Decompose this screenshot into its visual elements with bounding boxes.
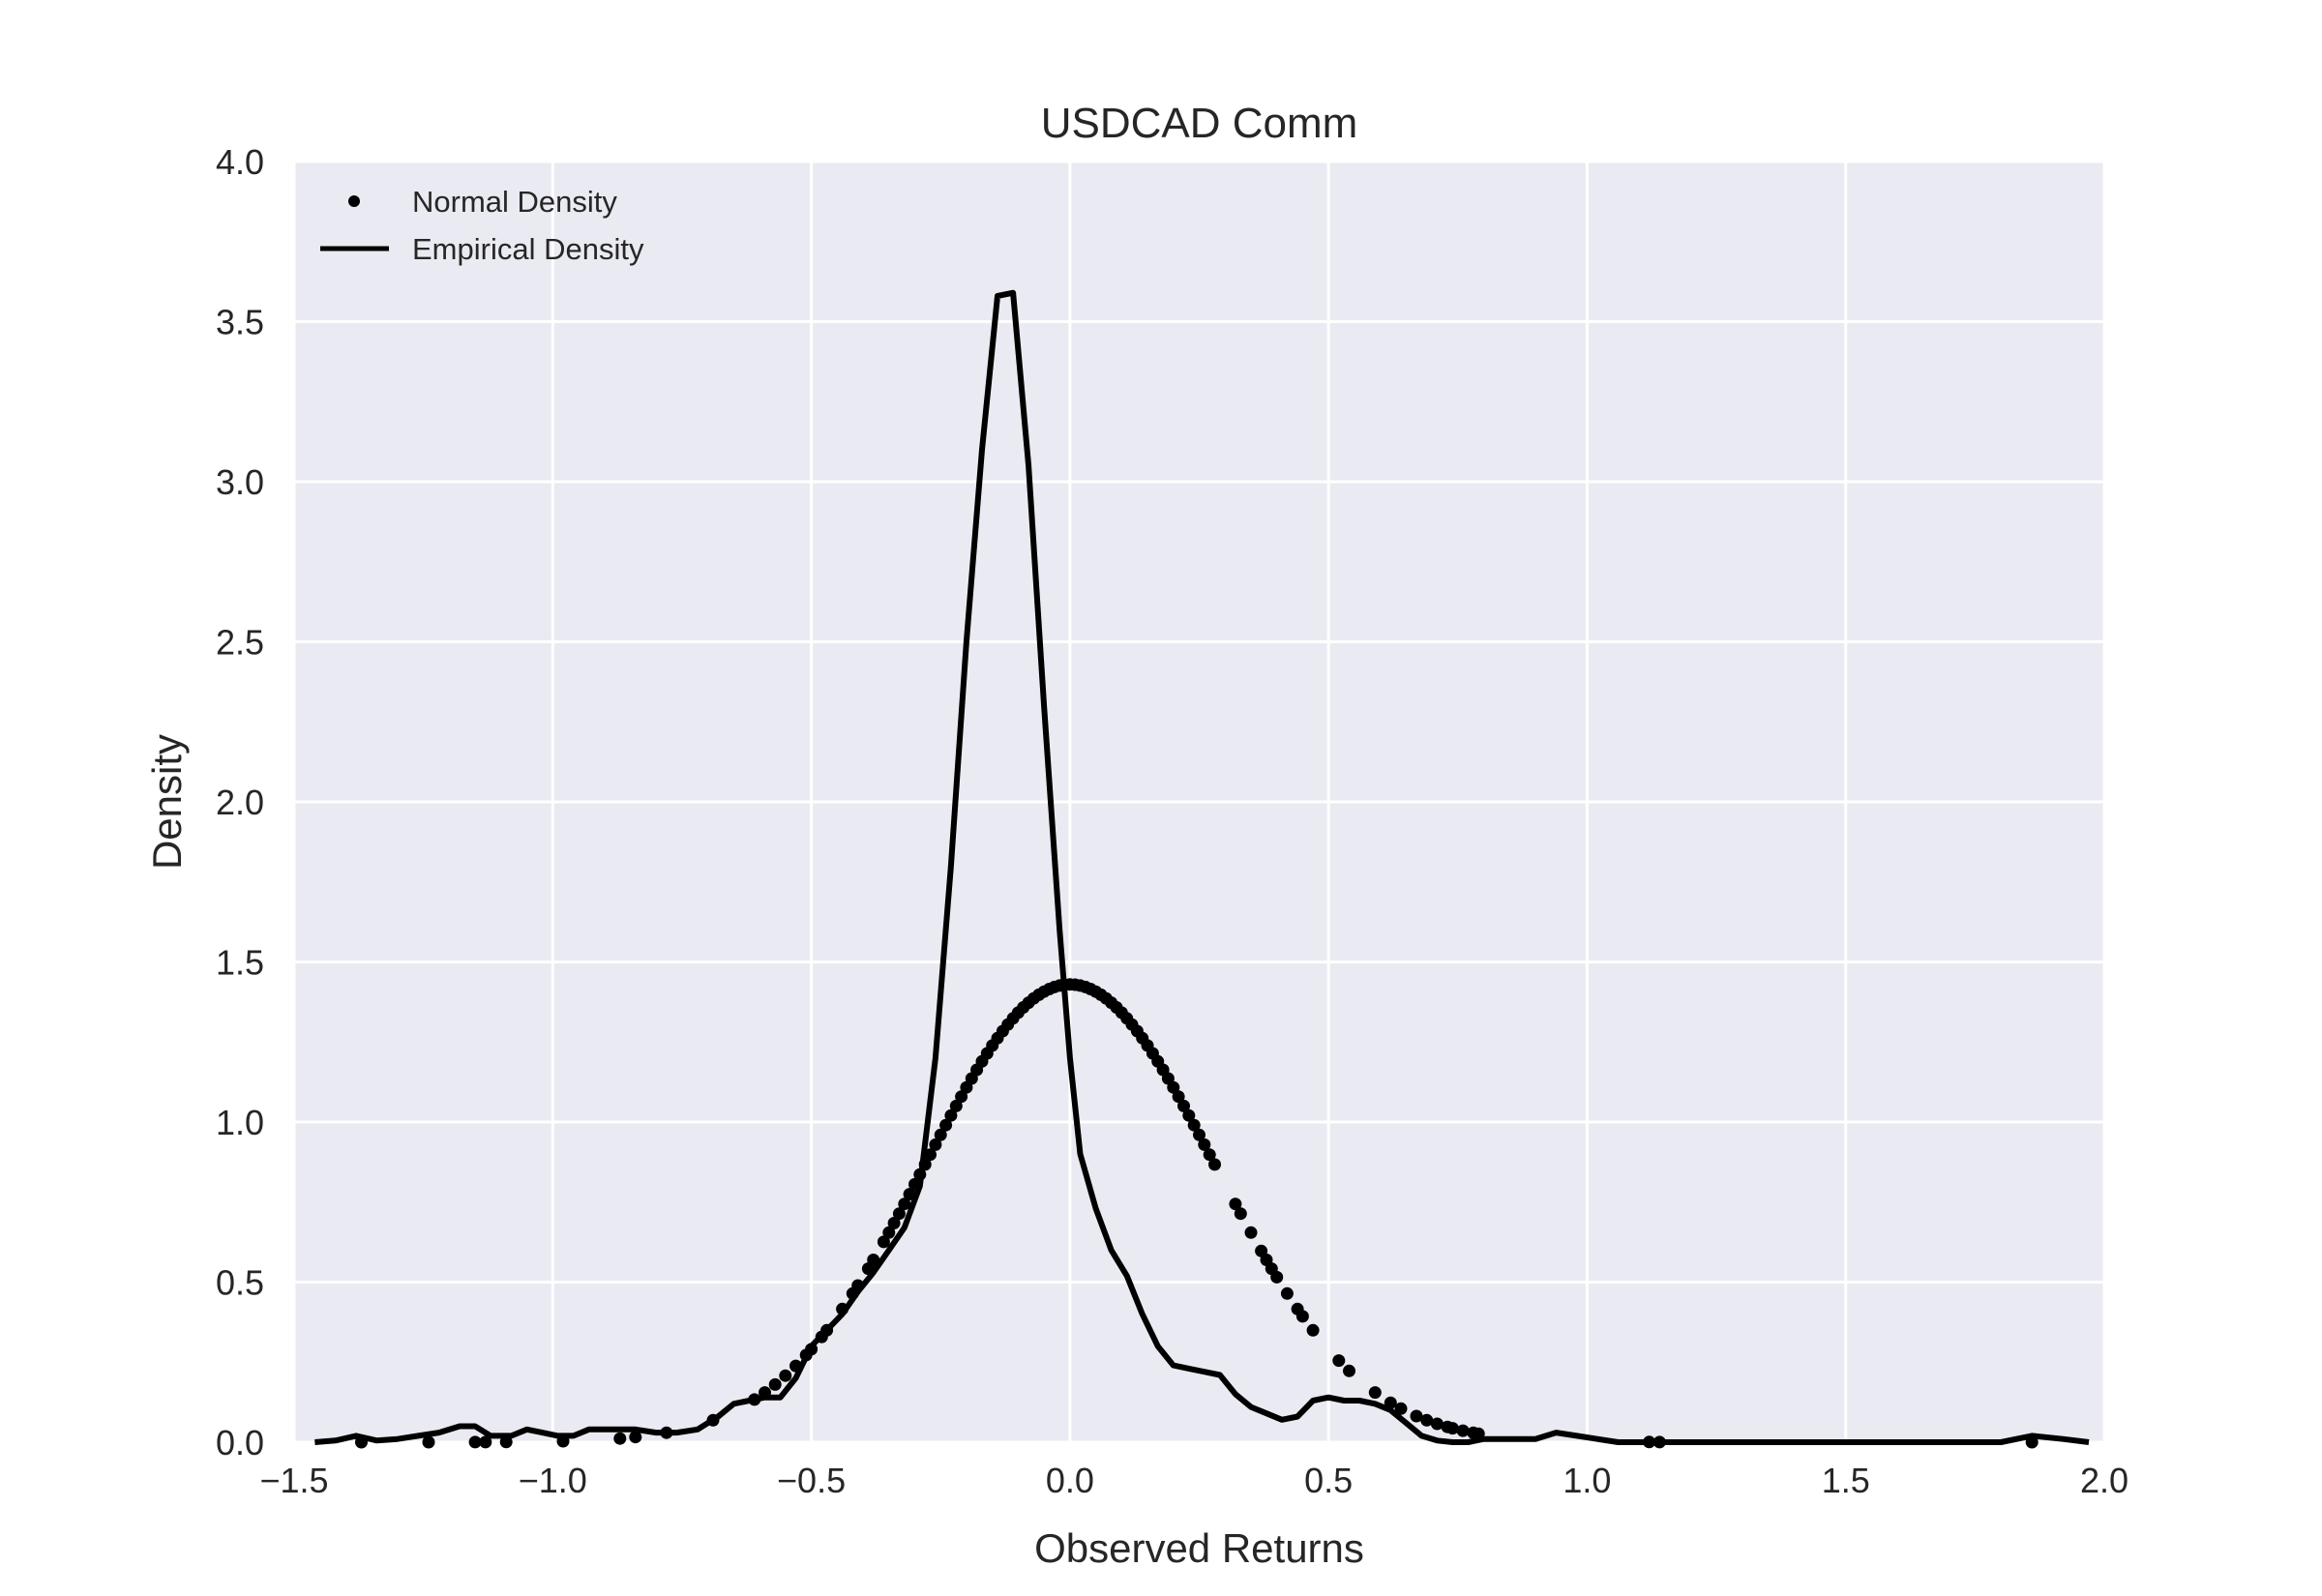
normal-density-point: [613, 1432, 627, 1445]
x-tick-label: 0.0: [1046, 1461, 1094, 1500]
x-tick-label: 0.5: [1304, 1461, 1353, 1500]
normal-density-point: [1306, 1323, 1320, 1337]
normal-density-point: [1167, 1080, 1180, 1094]
normal-density-point: [867, 1254, 880, 1266]
normal-density-point: [949, 1099, 963, 1112]
legend-label-normal-density: Normal Density: [412, 185, 617, 219]
normal-density-point: [1343, 1364, 1355, 1377]
normal-density-point: [789, 1359, 802, 1373]
normal-density-point: [2025, 1435, 2039, 1449]
normal-density-point: [422, 1435, 435, 1449]
normal-density-point: [851, 1279, 865, 1292]
normal-density-point: [1193, 1128, 1206, 1141]
normal-density-point: [924, 1148, 937, 1162]
normal-density-point: [913, 1167, 927, 1181]
normal-density-point: [944, 1108, 958, 1122]
normal-density-point: [929, 1138, 942, 1151]
normal-density-point: [768, 1377, 782, 1391]
normal-density-point: [1229, 1197, 1242, 1211]
normal-density-point: [1182, 1108, 1196, 1122]
normal-density-point: [955, 1090, 968, 1104]
y-tick-label: 1.5: [216, 943, 264, 983]
y-tick-label: 2.0: [216, 783, 264, 822]
normal-density-point: [882, 1226, 896, 1239]
normal-density-point: [908, 1177, 921, 1191]
normal-density-point: [1445, 1422, 1459, 1435]
normal-density-point: [499, 1435, 513, 1449]
x-tick-label: −1.5: [259, 1461, 328, 1500]
normal-density-point: [1270, 1270, 1284, 1284]
normal-density-point: [1420, 1413, 1434, 1427]
x-tick-label: 1.0: [1563, 1461, 1611, 1500]
normal-density-point: [1332, 1354, 1346, 1368]
normal-density-point: [898, 1197, 911, 1211]
normal-density-point: [805, 1343, 819, 1356]
normal-density-point: [706, 1413, 720, 1427]
y-tick-label: 0.5: [216, 1263, 264, 1303]
y-tick-label: 3.5: [216, 303, 264, 342]
normal-density-point: [779, 1369, 792, 1382]
normal-density-point: [1394, 1402, 1408, 1415]
y-tick-label: 3.0: [216, 462, 264, 502]
normal-density-point: [1456, 1424, 1470, 1437]
normal-density-point: [1472, 1427, 1485, 1440]
normal-density-point: [887, 1217, 901, 1229]
normal-density-point: [1410, 1409, 1423, 1423]
normal-density-point: [748, 1393, 761, 1406]
normal-density-point: [556, 1434, 570, 1448]
normal-density-point: [1187, 1118, 1201, 1132]
x-axis-ticks: −1.5 −1.0 −0.5 0.0 0.5 1.0 1.5 2.0: [259, 1461, 2128, 1500]
normal-density-point: [468, 1435, 482, 1449]
x-axis-label: Observed Returns: [1034, 1525, 1364, 1571]
chart-title: USDCAD Comm: [1041, 100, 1358, 147]
x-tick-label: 1.5: [1822, 1461, 1870, 1500]
series-layer: [314, 289, 2090, 1449]
series-line-empirical-density: [314, 289, 2090, 1445]
normal-density-point: [355, 1435, 368, 1449]
normal-density-point: [1208, 1158, 1221, 1171]
y-axis-label: Density: [144, 734, 190, 870]
normal-density-point: [877, 1235, 890, 1249]
normal-density-point: [1430, 1417, 1444, 1431]
normal-density-point: [1643, 1435, 1656, 1449]
normal-density-point: [934, 1128, 947, 1141]
normal-density-point: [1384, 1396, 1397, 1409]
normal-density-point: [1280, 1286, 1294, 1300]
legend-label-empirical-density: Empirical Density: [412, 232, 644, 266]
normal-density-point: [1198, 1138, 1211, 1151]
normal-density-point: [1244, 1226, 1258, 1239]
y-tick-label: 1.0: [216, 1103, 264, 1142]
normal-density-point: [1203, 1148, 1216, 1162]
x-tick-label: −1.0: [519, 1461, 587, 1500]
normal-density-point: [820, 1323, 834, 1337]
y-axis-ticks: 0.0 0.5 1.0 1.5 2.0 2.5 3.0 3.5 4.0: [216, 142, 264, 1463]
x-tick-label: −0.5: [777, 1461, 846, 1500]
normal-density-point: [1652, 1435, 1666, 1449]
legend-marker-normal-density: [348, 195, 360, 207]
normal-density-point: [1368, 1386, 1382, 1400]
normal-density-point: [629, 1431, 642, 1444]
normal-density-point: [479, 1435, 492, 1449]
x-tick-label: 2.0: [2080, 1461, 2128, 1500]
normal-density-point: [759, 1386, 771, 1400]
y-tick-label: 0.0: [216, 1423, 264, 1463]
normal-density-point: [892, 1207, 906, 1221]
normal-density-point: [939, 1118, 953, 1132]
normal-density-point: [918, 1158, 932, 1171]
normal-density-point: [1177, 1099, 1190, 1112]
y-tick-label: 2.5: [216, 623, 264, 663]
normal-density-point: [1172, 1090, 1185, 1104]
normal-density-point: [1295, 1310, 1309, 1323]
y-tick-label: 4.0: [216, 142, 264, 182]
normal-density-point: [1234, 1207, 1247, 1221]
legend: Normal Density Empirical Density: [320, 185, 644, 266]
normal-density-point: [836, 1302, 849, 1315]
normal-density-point: [903, 1188, 916, 1201]
normal-density-point: [660, 1426, 673, 1439]
